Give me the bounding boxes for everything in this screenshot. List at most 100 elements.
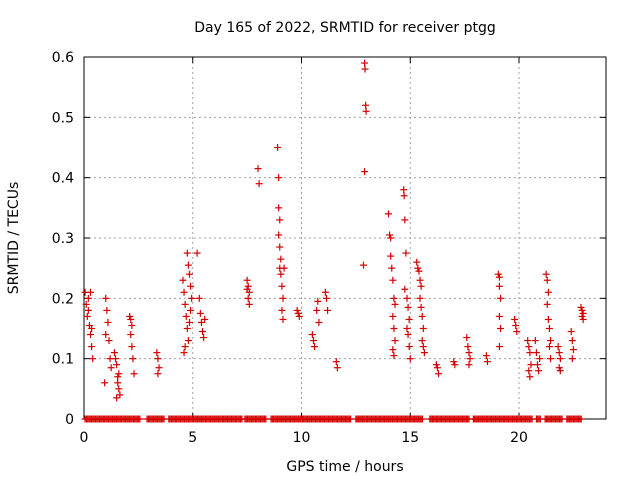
data-point: [88, 325, 96, 332]
y-axis-label: SRMTID / TECUs: [6, 182, 22, 295]
data-point: [495, 343, 503, 351]
data-point: [418, 337, 426, 345]
data-point: [359, 261, 367, 269]
data-point: [102, 294, 110, 302]
data-point: [495, 312, 503, 320]
data-point: [323, 294, 331, 302]
data-point: [525, 367, 533, 375]
data-point: [554, 343, 562, 351]
data-point: [362, 107, 370, 115]
data-point: [387, 252, 395, 260]
data-point: [464, 343, 472, 351]
data-point: [405, 315, 413, 323]
data-point: [361, 59, 369, 67]
data-point: [389, 276, 397, 284]
data-point: [128, 321, 136, 329]
data-points: [81, 59, 587, 423]
data-point: [402, 249, 410, 257]
data-point: [417, 282, 425, 290]
data-point: [391, 337, 399, 345]
data-point: [155, 364, 163, 372]
data-point: [535, 367, 543, 375]
data-point: [275, 231, 283, 239]
data-point: [294, 309, 302, 317]
data-point: [578, 306, 586, 314]
data-point: [82, 300, 90, 308]
data-point: [185, 270, 193, 278]
x-tick-labels: 0 5 10 15 20: [80, 430, 528, 446]
data-point: [280, 264, 288, 272]
data-point: [405, 343, 413, 351]
data-point: [577, 415, 585, 423]
data-point: [112, 355, 120, 363]
data-point: [568, 355, 576, 363]
data-point: [512, 321, 520, 329]
data-point: [114, 373, 122, 381]
data-point: [113, 361, 121, 369]
data-point: [433, 364, 441, 372]
data-point: [401, 216, 409, 224]
data-point: [547, 355, 555, 363]
data-point: [278, 282, 286, 290]
data-point: [243, 276, 251, 284]
data-point: [413, 258, 421, 266]
data-point: [276, 216, 284, 224]
data-point: [466, 355, 474, 363]
data-point: [403, 325, 411, 332]
data-point: [361, 65, 369, 73]
data-point: [187, 306, 195, 314]
data-point: [184, 261, 192, 269]
data-point: [555, 349, 563, 357]
y-tick-label: 0: [65, 412, 74, 428]
x-tick-label: 5: [188, 430, 197, 446]
data-point: [83, 312, 91, 320]
data-point: [494, 270, 502, 278]
data-point: [295, 312, 303, 320]
data-point: [483, 358, 491, 366]
data-point: [127, 315, 135, 323]
data-point: [195, 294, 203, 302]
data-point: [418, 312, 426, 320]
data-point: [400, 192, 408, 200]
data-point: [556, 355, 564, 363]
y-tick-labels: 0 0.1 0.2 0.3 0.4 0.5 0.6: [52, 50, 74, 428]
data-point: [416, 294, 424, 302]
data-point: [136, 415, 144, 423]
data-point: [89, 355, 97, 363]
data-point: [275, 204, 283, 212]
data-point: [103, 306, 111, 314]
data-point: [333, 364, 341, 372]
data-point: [568, 337, 576, 345]
x-tick-label: 0: [80, 430, 89, 446]
data-point: [279, 315, 287, 323]
data-point: [547, 337, 555, 345]
data-point: [417, 303, 425, 311]
data-point: [495, 282, 503, 290]
data-point: [181, 343, 189, 351]
data-point: [401, 285, 409, 293]
data-point: [385, 210, 392, 218]
data-point: [450, 358, 458, 366]
data-point: [116, 391, 124, 399]
data-point: [451, 361, 459, 369]
y-tick-label: 0.6: [52, 50, 74, 66]
data-point: [182, 312, 190, 320]
data-point: [128, 343, 136, 351]
data-point: [279, 294, 287, 302]
data-point: [277, 270, 285, 278]
y-tick-label: 0.1: [52, 352, 74, 368]
data-point: [556, 367, 564, 375]
data-point: [536, 355, 544, 363]
y-tick-label: 0.2: [52, 291, 74, 307]
data-point: [321, 288, 329, 296]
data-point: [361, 168, 369, 176]
data-point: [362, 101, 370, 109]
data-point: [193, 249, 201, 257]
x-axis-label: GPS time / hours: [286, 459, 403, 475]
data-point: [545, 325, 553, 332]
data-point: [129, 355, 137, 363]
x-tick-label: 20: [510, 430, 528, 446]
data-point: [104, 318, 112, 326]
data-point: [278, 306, 286, 314]
data-point: [406, 355, 414, 363]
